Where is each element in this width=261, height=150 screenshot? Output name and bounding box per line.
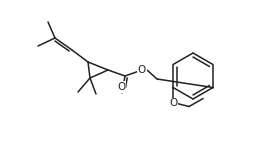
Text: O: O [169,99,177,108]
Text: O: O [138,65,146,75]
Text: O: O [117,82,125,92]
